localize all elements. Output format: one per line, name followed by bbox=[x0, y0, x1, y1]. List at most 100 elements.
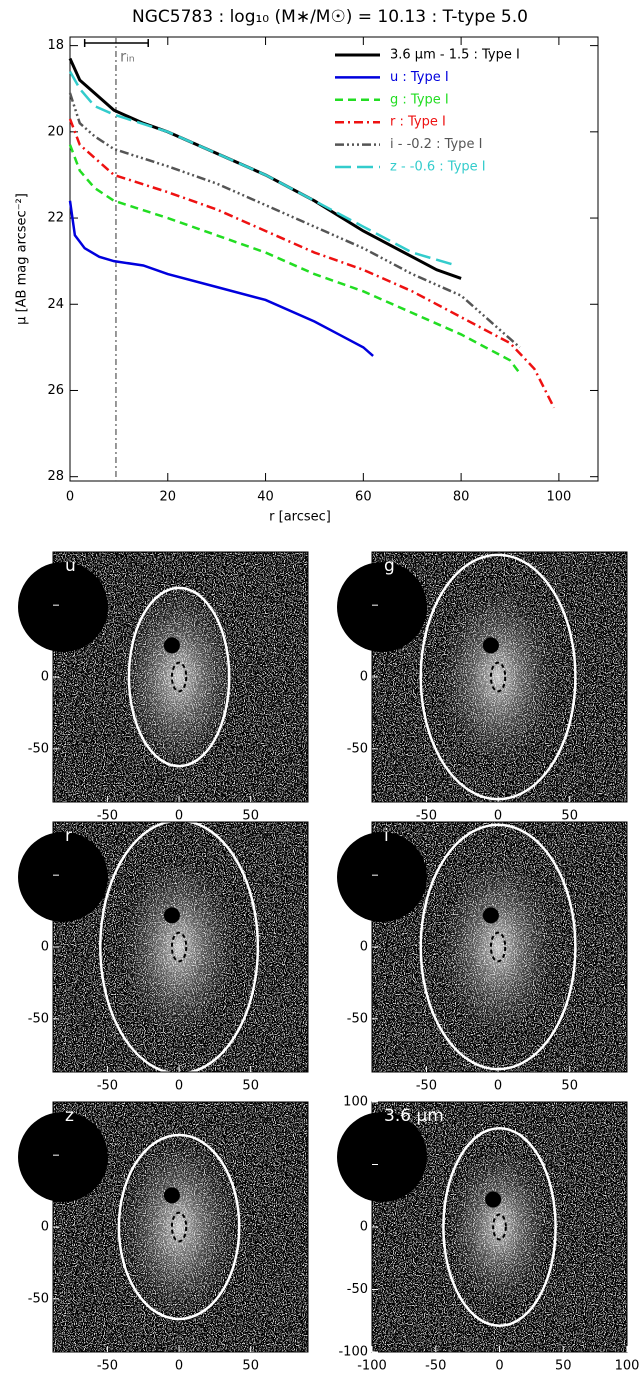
y-tick-label: -50 bbox=[28, 1011, 49, 1026]
y-tick-label: 50 bbox=[32, 598, 49, 613]
y-tick-label: 24 bbox=[47, 297, 64, 312]
x-tick-label: 50 bbox=[242, 1359, 259, 1374]
inner-ellipse bbox=[170, 931, 188, 963]
legend-label: i - -0.2 : Type I bbox=[390, 137, 482, 152]
y-tick-label: 20 bbox=[47, 124, 64, 139]
panel-label: u bbox=[65, 556, 76, 576]
series-line bbox=[68, 92, 521, 349]
panel-label: i bbox=[384, 826, 389, 846]
aperture-ellipse bbox=[117, 1133, 241, 1321]
y-tick-label: 0 bbox=[360, 940, 368, 955]
x-tick-label: -50 bbox=[416, 809, 437, 824]
y-tick-label: 28 bbox=[47, 469, 64, 484]
y-axis-label: μ [AB mag arcsec⁻²] bbox=[15, 193, 30, 325]
inner-ellipse bbox=[492, 1213, 507, 1241]
x-tick-label: 20 bbox=[160, 490, 177, 505]
y-tick-label: 0 bbox=[360, 1220, 368, 1235]
y-tick-label: 50 bbox=[351, 1157, 368, 1172]
mask bbox=[485, 1191, 502, 1208]
panel-label: z bbox=[65, 1106, 74, 1126]
inner-ellipse bbox=[489, 661, 507, 693]
series-line bbox=[68, 144, 521, 374]
legend-label: r : Type I bbox=[390, 115, 446, 130]
legend-label: 3.6 μm - 1.5 : Type I bbox=[390, 48, 520, 63]
x-tick-label: 50 bbox=[561, 809, 578, 824]
x-tick-label: 50 bbox=[242, 1079, 259, 1094]
x-tick-label: -50 bbox=[97, 1359, 118, 1374]
image-panel: 3.6 μm -100 -50 0 50 100 -100 -50 0 50 100 bbox=[337, 1095, 639, 1374]
mask bbox=[163, 637, 180, 654]
panel-label: g bbox=[384, 556, 395, 576]
inner-ellipse bbox=[170, 1211, 188, 1243]
galaxy-glow bbox=[121, 587, 237, 767]
r-in-label: rᵢₙ bbox=[120, 48, 135, 66]
x-tick-label: 0 bbox=[175, 809, 183, 824]
x-tick-label: -50 bbox=[97, 809, 118, 824]
x-tick-label: 100 bbox=[546, 490, 571, 505]
image-panel: r -50 0 50 -50 0 50 bbox=[18, 819, 309, 1094]
mask bbox=[163, 1187, 180, 1204]
galaxy-glow bbox=[121, 1137, 237, 1317]
x-tick-label: 60 bbox=[355, 490, 372, 505]
mask bbox=[18, 562, 108, 652]
inner-ellipse bbox=[170, 661, 188, 693]
mask bbox=[482, 637, 499, 654]
y-tick-label: 50 bbox=[351, 598, 368, 613]
x-tick-label: 0 bbox=[495, 1359, 503, 1374]
mask bbox=[337, 562, 427, 652]
x-tick-label: 0 bbox=[175, 1359, 183, 1374]
image-panel: g -50 0 50 -50 0 50 bbox=[337, 551, 628, 824]
x-tick-label: 0 bbox=[494, 809, 502, 824]
galaxy-glow bbox=[121, 857, 237, 1037]
legend-label: g : Type I bbox=[390, 92, 449, 107]
inner-ellipse bbox=[489, 931, 507, 963]
x-axis-label: r [arcsec] bbox=[269, 510, 331, 525]
y-tick-label: 50 bbox=[351, 868, 368, 883]
series-line bbox=[68, 57, 462, 280]
aperture-ellipse bbox=[99, 819, 260, 1075]
y-tick-label: 50 bbox=[32, 868, 49, 883]
y-tick-label: -50 bbox=[28, 741, 49, 756]
y-tick-label: -100 bbox=[338, 1345, 368, 1360]
panel-label: r bbox=[65, 826, 72, 846]
mask bbox=[163, 907, 180, 924]
mask bbox=[18, 832, 108, 922]
image-panel: z -50 0 50 -50 0 50 bbox=[18, 1101, 309, 1374]
y-tick-label: 26 bbox=[47, 383, 64, 398]
y-tick-label: -50 bbox=[347, 1282, 368, 1297]
y-tick-label: -50 bbox=[347, 741, 368, 756]
x-tick-label: 40 bbox=[257, 490, 274, 505]
image-panel: i -50 0 50 -50 0 50 bbox=[337, 821, 628, 1094]
x-tick-label: 0 bbox=[66, 490, 74, 505]
galaxy-glow bbox=[440, 857, 556, 1037]
panel-label: 3.6 μm bbox=[384, 1106, 444, 1126]
y-tick-label: -50 bbox=[347, 1011, 368, 1026]
x-tick-label: 100 bbox=[615, 1359, 639, 1374]
x-tick-label: 0 bbox=[175, 1079, 183, 1094]
x-tick-label: -50 bbox=[97, 1079, 118, 1094]
chart-title: NGC5783 : log₁₀ (M∗/M☉) = 10.13 : T-type… bbox=[132, 7, 528, 27]
y-tick-label: 100 bbox=[343, 1095, 368, 1110]
mask bbox=[482, 907, 499, 924]
x-tick-label: -50 bbox=[416, 1079, 437, 1094]
mask bbox=[337, 1112, 427, 1202]
series-line bbox=[68, 70, 457, 267]
series-line bbox=[68, 200, 374, 357]
series-line bbox=[68, 118, 556, 409]
y-tick-label: 22 bbox=[47, 211, 64, 226]
legend-label: u : Type I bbox=[390, 70, 449, 85]
aperture-ellipse bbox=[442, 1127, 557, 1327]
y-tick-label: 18 bbox=[47, 38, 64, 53]
galaxy-glow bbox=[440, 587, 556, 767]
plot-frame bbox=[69, 36, 599, 482]
aperture-ellipse bbox=[127, 586, 231, 768]
x-tick-label: -50 bbox=[425, 1359, 446, 1374]
y-tick-label: 0 bbox=[41, 670, 49, 685]
x-tick-label: 50 bbox=[242, 809, 259, 824]
y-tick-label: 50 bbox=[32, 1148, 49, 1163]
x-tick-label: 0 bbox=[494, 1079, 502, 1094]
galaxy-glow bbox=[448, 1149, 551, 1305]
x-tick-label: 50 bbox=[555, 1359, 572, 1374]
x-tick-label: 80 bbox=[453, 490, 470, 505]
